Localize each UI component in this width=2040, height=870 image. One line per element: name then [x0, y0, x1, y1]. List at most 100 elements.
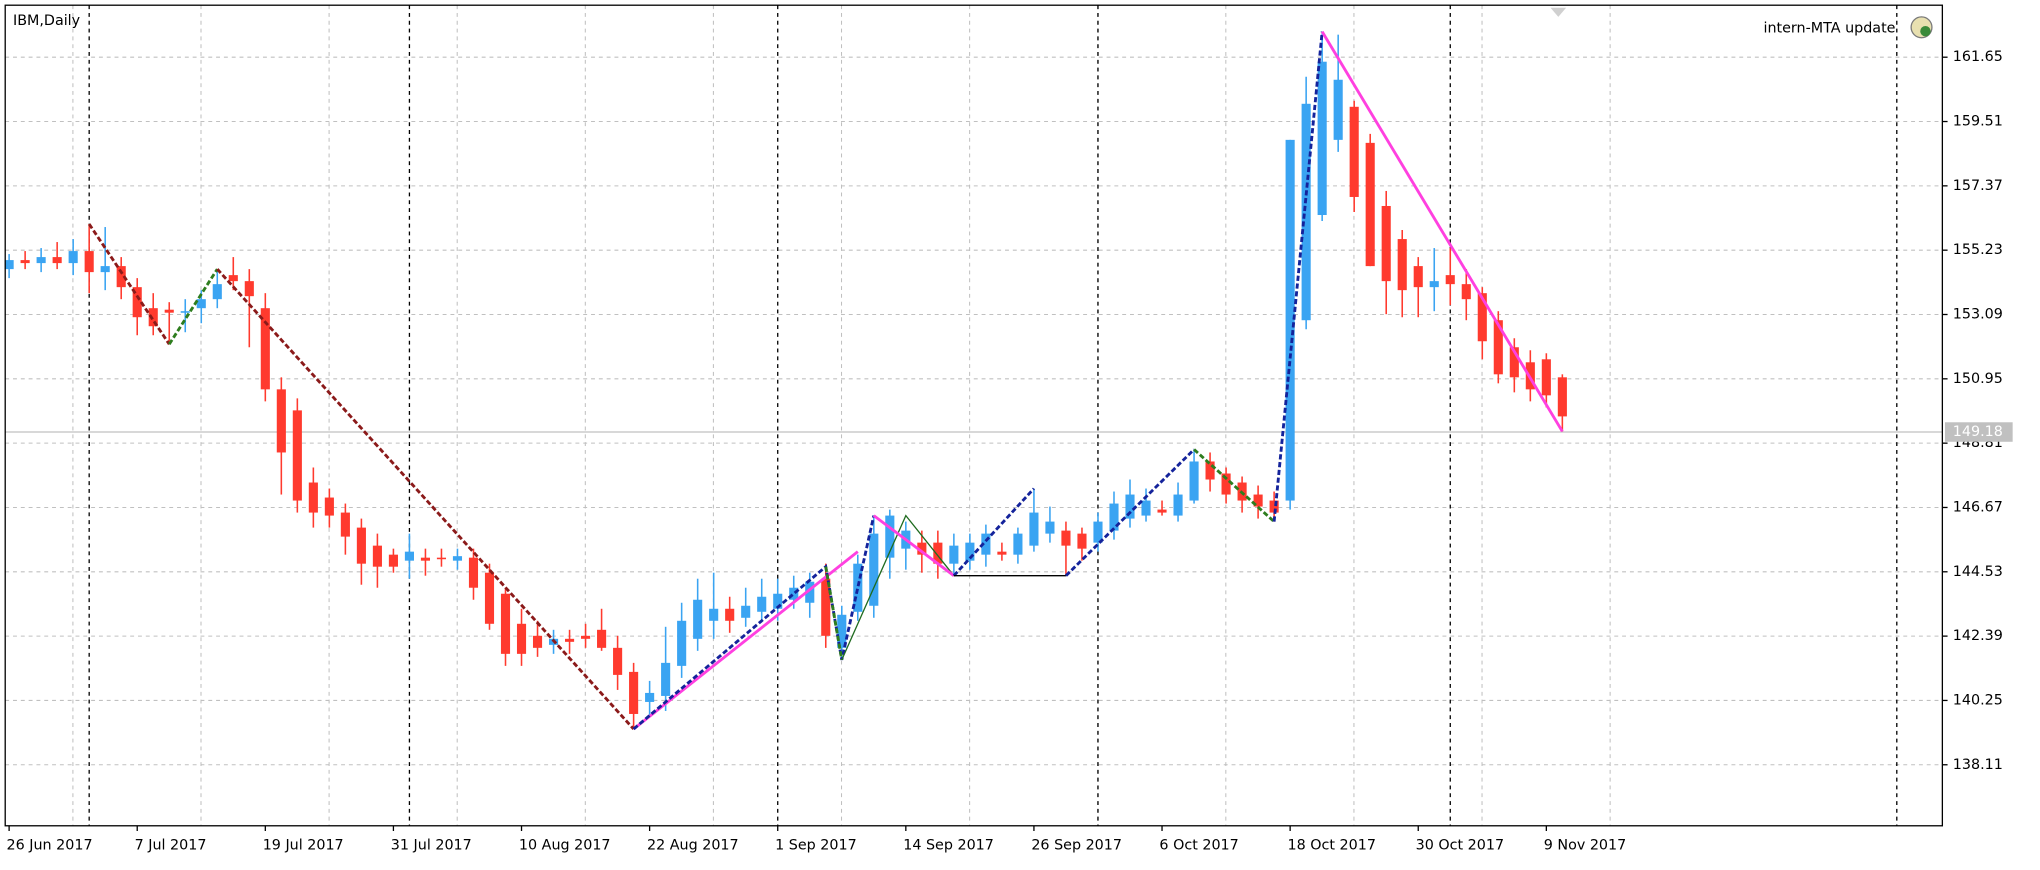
x-tick-label: 19 Jul 2017 — [263, 837, 344, 853]
candle-body — [4, 260, 14, 270]
icon-dot — [1920, 26, 1931, 37]
candle-body — [997, 551, 1007, 555]
candle-body — [1461, 284, 1471, 300]
candle-body — [757, 596, 767, 612]
candle-body — [148, 308, 158, 327]
candle-body — [1093, 521, 1103, 543]
x-tick-label: 10 Aug 2017 — [519, 837, 611, 853]
indicator-line — [1320, 30, 1564, 433]
candle-body — [677, 620, 687, 666]
y-tick-label: 157.37 — [1953, 178, 2003, 194]
candle-body — [1269, 500, 1279, 513]
candle-body — [340, 512, 350, 537]
candle-body — [917, 542, 927, 555]
candle-body — [452, 556, 463, 561]
candle-body — [276, 389, 286, 453]
candle-body — [372, 545, 382, 567]
plot-layer — [4, 30, 1567, 731]
grid — [5, 5, 1943, 826]
candle-body — [84, 251, 94, 273]
candle-body — [100, 266, 110, 273]
candle-body — [1333, 79, 1343, 140]
candle-body — [1061, 530, 1071, 546]
candle-body — [52, 257, 62, 264]
x-tick-label: 6 Oct 2017 — [1159, 837, 1238, 853]
candle-body — [789, 587, 799, 600]
candle-body — [1077, 533, 1087, 549]
candle-body — [725, 608, 735, 621]
candle-body — [709, 608, 719, 621]
x-tick-label: 18 Oct 2017 — [1288, 837, 1376, 853]
candle-body — [965, 542, 975, 561]
y-tick-label: 138.11 — [1953, 757, 2003, 773]
indicator-line — [824, 566, 844, 661]
indicator-line — [841, 514, 955, 661]
x-tick-label: 14 Sep 2017 — [903, 837, 994, 853]
indicator-line — [1193, 448, 1276, 523]
y-tick-label: 161.65 — [1953, 49, 2003, 65]
candle-body — [1189, 461, 1199, 501]
indicator-line — [87, 223, 171, 346]
candle-body — [581, 635, 591, 639]
indicator-line — [632, 550, 859, 731]
candle-body — [821, 578, 831, 636]
y-tick-label: 153.09 — [1953, 307, 2003, 323]
candle-body — [741, 605, 751, 618]
candle-body — [1349, 106, 1359, 197]
y-tick-label: 150.95 — [1953, 371, 2003, 387]
candle-body — [1157, 509, 1167, 513]
candle-body — [164, 309, 174, 313]
candle-body — [1477, 293, 1487, 342]
indicator-line — [872, 514, 955, 577]
candle-body — [613, 647, 623, 675]
candle-body — [484, 572, 495, 624]
candle-body — [500, 593, 511, 654]
candle-body — [1109, 503, 1119, 531]
candle-body — [212, 284, 222, 300]
candle-body — [116, 266, 126, 288]
candle-body — [1205, 461, 1215, 480]
candle-body — [565, 638, 575, 642]
chart-title: IBM,Daily — [13, 13, 81, 29]
candle-body — [1317, 61, 1327, 216]
x-tick-label: 31 Jul 2017 — [391, 837, 472, 853]
indicator-line — [1064, 448, 1196, 577]
expert-icon — [1910, 16, 1933, 39]
x-tick-label: 26 Sep 2017 — [1031, 837, 1122, 853]
candle-body — [1445, 275, 1455, 285]
candle-body — [885, 515, 895, 558]
y-tick-label: 155.23 — [1953, 242, 2003, 258]
candle-body — [68, 251, 78, 264]
x-tick-label: 26 Jun 2017 — [7, 837, 93, 853]
candle-body — [180, 311, 190, 313]
candle-body — [516, 623, 527, 654]
x-tick-label: 1 Sep 2017 — [775, 837, 857, 853]
candle-body — [1541, 359, 1551, 396]
candle-body — [805, 581, 815, 603]
y-tick-label: 159.51 — [1953, 114, 2003, 130]
candle-body — [661, 662, 671, 696]
candle-body — [1253, 494, 1263, 507]
candle-body — [1301, 103, 1311, 321]
candle-body — [869, 533, 879, 606]
candle-body — [1285, 139, 1295, 501]
candle-body — [933, 542, 943, 564]
x-tick-label: 9 Nov 2017 — [1544, 837, 1627, 853]
candle-body — [436, 557, 447, 560]
candle-body — [132, 287, 142, 318]
candle-body — [693, 599, 703, 639]
candle-body — [1381, 205, 1391, 282]
x-tick-label: 22 Aug 2017 — [647, 837, 739, 853]
y-tick-label: 142.39 — [1953, 628, 2003, 644]
candle-body — [20, 260, 30, 264]
plot-frame — [4, 4, 1944, 827]
candle-body — [1141, 500, 1151, 516]
candle-body — [1429, 281, 1439, 288]
candle-body — [629, 671, 639, 714]
candle-body — [308, 482, 318, 513]
candle-body — [468, 557, 479, 588]
candle-body — [228, 275, 238, 282]
candle-body — [1397, 239, 1407, 291]
